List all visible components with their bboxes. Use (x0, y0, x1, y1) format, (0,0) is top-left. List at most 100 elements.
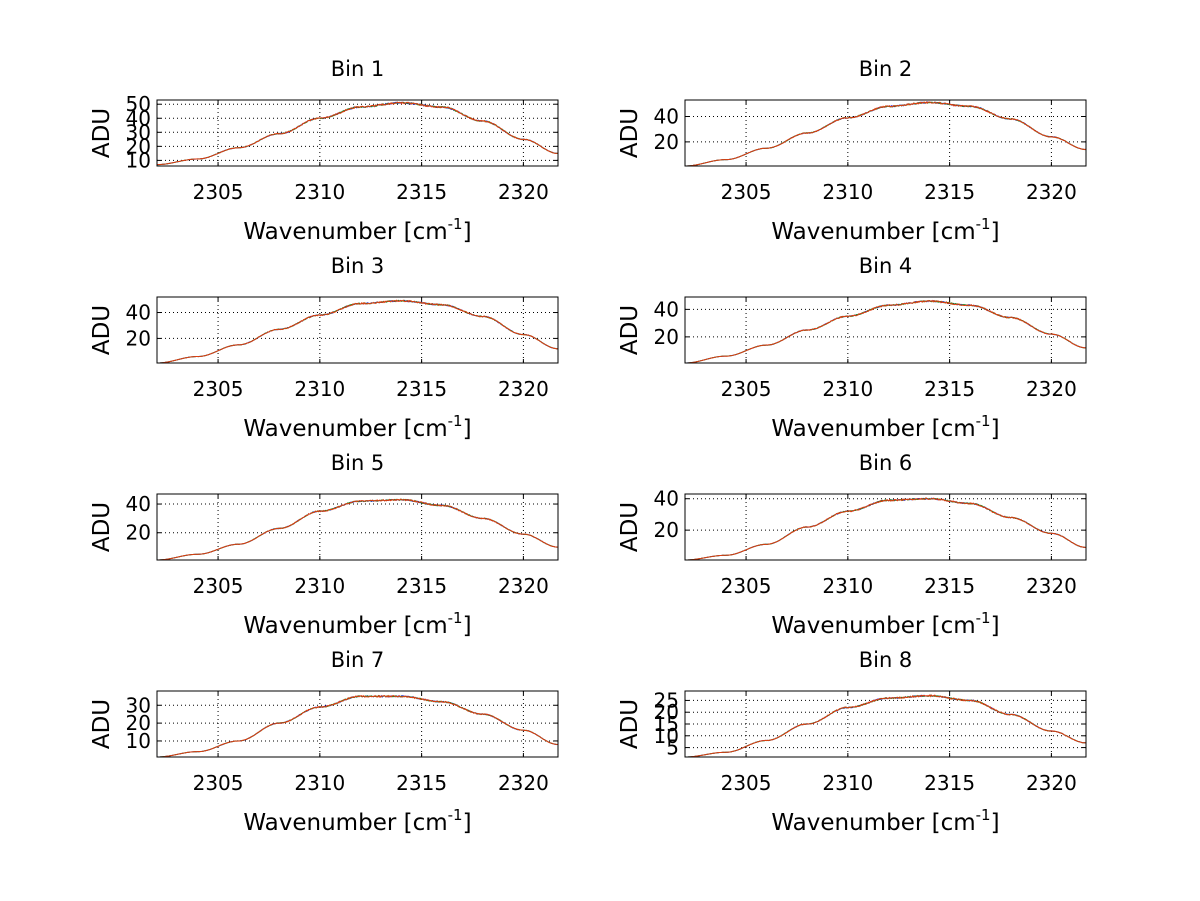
x-tick-label: 2310 (822, 180, 873, 204)
subplot-7: Bin 7 ADU Wavenumber [cm-1] 2305 2310 2315 232… (89, 648, 559, 836)
subplot-2: Bin 2 ADU Wavenumber [cm-1] 2305 2310 2315 232… (617, 57, 1087, 245)
x-tick-label: 2310 (822, 771, 873, 795)
x-axis-label-close: ] (991, 219, 1000, 245)
subplot-title: Bin 8 (859, 648, 913, 672)
x-tick-label: 2320 (1026, 377, 1077, 401)
x-tick-label: 2315 (924, 574, 975, 598)
subplot-title: Bin 5 (331, 451, 385, 475)
x-tick-label: 2305 (721, 180, 772, 204)
x-tick-label: 2310 (822, 574, 873, 598)
x-axis-label: Wavenumber [cm-1] (771, 215, 999, 245)
subplot-6: Bin 6 ADU Wavenumber [cm-1] 2305 2310 2315 232… (617, 451, 1087, 639)
subplot-title: Bin 6 (859, 451, 913, 475)
y-tick-label: 10 (654, 724, 679, 748)
y-tick-label: 20 (654, 325, 679, 349)
plot-area (157, 691, 558, 757)
y-axis-label: ADU (617, 502, 643, 552)
x-axis-label-base: Wavenumber [cm (771, 416, 975, 442)
x-axis-label-base: Wavenumber [cm (771, 613, 975, 639)
y-axis-label: ADU (617, 305, 643, 355)
x-axis-label-base: Wavenumber [cm (243, 613, 447, 639)
series-line-3 (684, 299, 1087, 364)
x-axis-label-superscript: -1 (976, 609, 991, 627)
x-tick-label: 2320 (498, 771, 549, 795)
series-line-3 (156, 299, 559, 364)
axes-frame (156, 493, 559, 561)
y-axis-label: ADU (89, 699, 115, 749)
x-tick-label: 2305 (193, 771, 244, 795)
y-tick-label: 20 (654, 130, 679, 154)
plot-area (157, 100, 558, 166)
subplot-title: Bin 2 (859, 57, 913, 81)
subplot-4: Bin 4 ADU Wavenumber [cm-1] 2305 2310 2315 232… (617, 254, 1087, 442)
x-tick-label: 2305 (721, 771, 772, 795)
series-line-3 (156, 101, 559, 166)
x-axis-label: Wavenumber [cm-1] (771, 609, 999, 639)
x-tick-label: 2315 (396, 574, 447, 598)
y-tick-label: 30 (126, 693, 151, 717)
x-axis-label-superscript: -1 (448, 412, 463, 430)
x-axis-label: Wavenumber [cm-1] (771, 412, 999, 442)
plot-area (685, 297, 1086, 363)
y-axis-label: ADU (89, 502, 115, 552)
plot-area (685, 100, 1086, 166)
x-axis-label: Wavenumber [cm-1] (243, 215, 471, 245)
x-tick-label: 2305 (193, 180, 244, 204)
x-tick-label: 2320 (1026, 771, 1077, 795)
x-tick-label: 2315 (396, 180, 447, 204)
x-tick-label: 2320 (1026, 180, 1077, 204)
x-axis-label-base: Wavenumber [cm (243, 416, 447, 442)
x-axis-label-superscript: -1 (448, 806, 463, 824)
x-axis-label-superscript: -1 (976, 412, 991, 430)
x-tick-label: 2310 (294, 771, 345, 795)
x-axis-label-base: Wavenumber [cm (243, 219, 447, 245)
x-axis-label-base: Wavenumber [cm (771, 219, 975, 245)
subplot-1: Bin 1 ADU Wavenumber [cm-1] 2305 2310 2315 232… (89, 57, 559, 245)
x-axis-label-close: ] (463, 416, 472, 442)
y-tick-label: 40 (654, 105, 679, 129)
x-axis-label-close: ] (463, 219, 472, 245)
x-tick-label: 2320 (498, 377, 549, 401)
y-tick-label: 10 (126, 729, 151, 753)
x-tick-label: 2305 (193, 377, 244, 401)
axes-frame (684, 690, 1087, 758)
x-tick-label: 2310 (294, 574, 345, 598)
axes-frame (684, 296, 1087, 364)
x-axis-label: Wavenumber [cm-1] (243, 412, 471, 442)
y-tick-label: 40 (654, 487, 679, 511)
x-axis-label: Wavenumber [cm-1] (243, 609, 471, 639)
x-axis-label-superscript: -1 (976, 215, 991, 233)
x-tick-label: 2320 (1026, 574, 1077, 598)
x-tick-label: 2320 (498, 574, 549, 598)
y-tick-label: 40 (654, 297, 679, 321)
plot-area (157, 494, 558, 560)
y-tick-label: 20 (126, 711, 151, 735)
series-line-3 (685, 497, 1087, 561)
y-tick-label: 10 (126, 148, 151, 172)
subplot-title: Bin 7 (331, 648, 385, 672)
x-tick-label: 2315 (924, 377, 975, 401)
subplot-title: Bin 4 (859, 254, 913, 278)
series-line-3 (684, 694, 1087, 758)
subplot-title: Bin 3 (331, 254, 385, 278)
x-tick-label: 2310 (822, 377, 873, 401)
axes-frame (684, 493, 1087, 561)
plot-area (685, 494, 1086, 560)
axes-frame (684, 99, 1087, 167)
axes-frame (156, 99, 559, 167)
x-axis-label-superscript: -1 (448, 609, 463, 627)
x-tick-label: 2320 (498, 180, 549, 204)
subplot-5: Bin 5 ADU Wavenumber [cm-1] 2305 2310 2315 232… (89, 451, 559, 639)
x-tick-label: 2305 (721, 574, 772, 598)
y-axis-label: ADU (617, 699, 643, 749)
y-tick-label: 20 (126, 134, 151, 158)
y-tick-label: 40 (126, 492, 151, 516)
series-line-3 (685, 101, 1087, 167)
x-axis-label-superscript: -1 (448, 215, 463, 233)
x-axis-label-close: ] (463, 810, 472, 836)
series-line-3 (156, 694, 559, 758)
x-tick-label: 2305 (193, 574, 244, 598)
subplot-title: Bin 1 (331, 57, 385, 81)
subplot-3: Bin 3 ADU Wavenumber [cm-1] 2305 2310 2315 232… (89, 254, 559, 442)
